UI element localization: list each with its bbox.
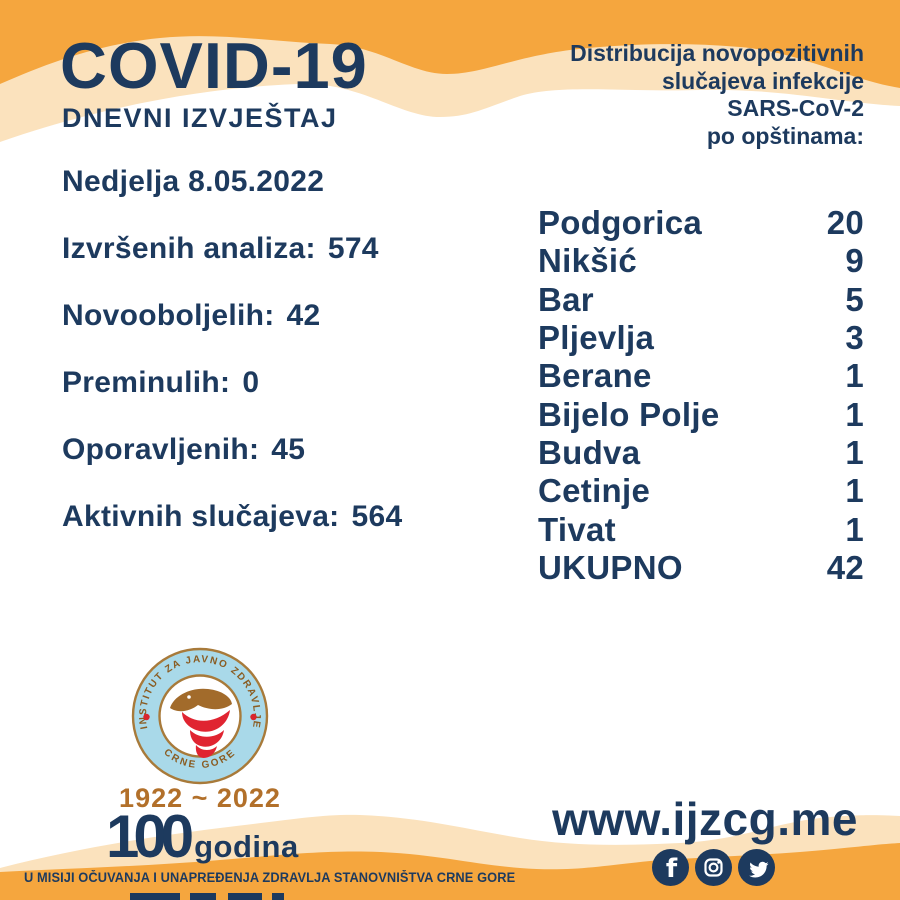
table-row: Pljevlja 3: [538, 319, 864, 357]
municipality-name: Berane: [538, 357, 652, 395]
municipality-count: 5: [845, 280, 864, 318]
municipality-name: Bar: [538, 280, 594, 318]
municipality-count: 3: [845, 319, 864, 357]
page-subtitle: DNEVNI IZVJEŠTAJ: [62, 103, 338, 133]
stat-value: 564: [351, 500, 403, 533]
stat-label: Novooboljelih:: [62, 299, 275, 332]
stat-new-cases: Novooboljelih: 42: [62, 299, 402, 333]
cutoff-logo-fragment: [272, 893, 284, 900]
social-links: f: [652, 849, 775, 886]
instagram-icon[interactable]: [695, 849, 732, 886]
municipality-name: Cetinje: [538, 472, 651, 510]
table-row: Berane 1: [538, 357, 864, 395]
stat-value: 0: [242, 366, 260, 399]
report-date: Nedjelja 8.05.2022: [62, 165, 325, 198]
century-logo: 100 godina: [106, 803, 299, 870]
century-word: godina: [194, 829, 299, 864]
table-row: Bar 5: [538, 281, 864, 319]
logo-ring-dot-left: [143, 713, 150, 721]
municipality-count: 42: [826, 548, 864, 586]
stat-recovered: Oporavljenih: 45: [62, 433, 402, 467]
distribution-note: Distribucija novopozitivnih slučajeva in…: [570, 40, 864, 150]
twitter-icon[interactable]: [738, 849, 775, 886]
anniversary-years: 1922 ~ 2022: [119, 783, 281, 813]
municipality-name: Nikšić: [538, 242, 638, 280]
municipality-count: 1: [845, 433, 864, 471]
table-row: Budva 1: [538, 434, 864, 472]
daily-stats-list: Izvršenih analiza: 574 Novooboljelih: 42 P…: [62, 232, 402, 534]
svg-text:f: f: [666, 854, 678, 884]
table-row: Tivat 1: [538, 510, 864, 548]
stat-deaths: Preminulih: 0: [62, 366, 402, 400]
stat-value: 42: [286, 299, 321, 332]
municipality-count: 20: [826, 204, 864, 242]
municipality-table: Podgorica 20 Nikšić 9 Bar 5 Pljevlja 3 Beran…: [538, 204, 864, 587]
table-row: Bijelo Polje 1: [538, 395, 864, 433]
cutoff-logo-fragment: [130, 893, 180, 900]
municipality-name: Bijelo Polje: [538, 395, 720, 433]
page-title: COVID-19: [60, 29, 368, 102]
municipality-name: Budva: [538, 433, 641, 471]
table-row: Nikšić 9: [538, 242, 864, 280]
logo-ring-dot-right: [250, 713, 257, 721]
table-row: Cetinje 1: [538, 472, 864, 510]
distribution-note-line: po opštinama:: [706, 122, 864, 149]
municipality-name: Podgorica: [538, 204, 703, 242]
municipality-count: 9: [845, 242, 864, 280]
distribution-note-line: Distribucija novopozitivnih: [570, 40, 864, 66]
distribution-note-line: slučajeva infekcije: [661, 67, 864, 94]
stat-analyses: Izvršenih analiza: 574: [62, 232, 402, 266]
municipality-count: 1: [845, 395, 864, 433]
stat-value: 574: [327, 232, 379, 265]
municipality-name: Pljevlja: [538, 319, 655, 357]
cutoff-logo-fragment: [190, 893, 216, 900]
institute-logo: INSTITUT ZA JAVNO ZDRAVLJE CRNE GORE: [131, 647, 269, 785]
municipality-count: 1: [845, 472, 864, 510]
municipality-name: UKUPNO: [538, 548, 683, 586]
municipality-count: 1: [845, 510, 864, 548]
stat-active: Aktivnih slučajeva: 564: [62, 500, 402, 534]
municipality-count: 1: [845, 357, 864, 395]
table-row-total: UKUPNO 42: [538, 549, 864, 587]
mission-statement: U MISIJI OČUVANJA I UNAPREĐENJA ZDRAVLJA…: [24, 870, 516, 885]
top-wave-decoration: [0, 0, 900, 142]
stat-label: Izvršenih analiza:: [62, 232, 316, 265]
stat-value: 45: [271, 433, 306, 466]
century-number: 100: [106, 803, 194, 870]
logo-bird-symbol: [170, 688, 232, 758]
stat-label: Preminulih:: [62, 366, 231, 399]
facebook-icon[interactable]: f: [652, 849, 689, 886]
distribution-note-line: SARS-CoV-2: [727, 95, 864, 121]
municipality-name: Tivat: [538, 510, 616, 548]
stat-label: Oporavljenih:: [62, 433, 260, 466]
cutoff-logo-fragment: [228, 893, 262, 900]
stat-label: Aktivnih slučajeva:: [62, 500, 340, 533]
table-row: Podgorica 20: [538, 204, 864, 242]
website-url[interactable]: www.ijzcg.me: [552, 793, 858, 845]
